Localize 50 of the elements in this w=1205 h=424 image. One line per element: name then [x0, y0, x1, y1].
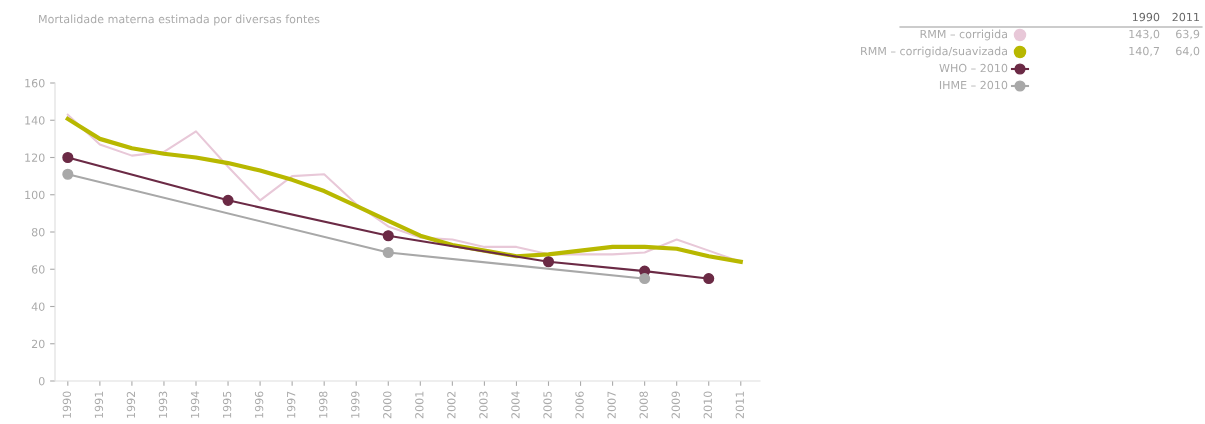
x-tick-label: 1992	[126, 391, 136, 418]
x-tick-label: 1994	[190, 391, 200, 418]
point	[222, 194, 234, 206]
point	[382, 246, 394, 259]
y-tick-label: 0	[38, 376, 45, 386]
x-tick-label: 1991	[94, 391, 104, 418]
y-tick-label: 40	[31, 302, 45, 311]
legend-label: WHO – 2010	[939, 63, 1008, 73]
y-tick-label: 20	[31, 339, 45, 349]
y-tick-label: 100	[25, 190, 45, 200]
text: 143,0	[1129, 29, 1160, 40]
text: 2011	[1172, 12, 1199, 22]
chart-title: Mortalidade materna estimada por diversas fontes	[39, 14, 320, 26]
x-tick-label: 2001	[415, 391, 424, 419]
x-tick-label: 2010	[703, 391, 712, 419]
x-tick-label: 1998	[319, 391, 328, 418]
point	[62, 151, 74, 164]
legend-label: IHME – 2010	[939, 80, 1008, 90]
x-tick-label: 2002	[447, 391, 456, 419]
x-tick-label: 2009	[671, 391, 680, 419]
y-tick-label: 80	[31, 227, 45, 237]
x-tick-label: 2007	[607, 391, 616, 419]
x-tick-label: 2000	[383, 391, 392, 419]
y-tick-label: 140	[25, 116, 45, 125]
legend-label: RMM – corrigida/suavizada	[861, 46, 1007, 58]
x-tick-label: 1996	[254, 391, 264, 418]
x-tick-label: 2008	[639, 391, 648, 419]
y-tick-label: 60	[31, 265, 45, 274]
x-tick-label: 2011	[735, 391, 744, 419]
x-tick-label: 1990	[62, 391, 72, 418]
y-tick-label: 160	[25, 78, 45, 88]
point	[639, 273, 651, 285]
x-tick-label: 2006	[575, 391, 584, 419]
x-tick-label: 2003	[479, 391, 488, 419]
x-tick-label: 1997	[286, 391, 296, 418]
y-tick-label: 120	[25, 153, 45, 162]
legend-label: RMM – corrigida	[920, 29, 1007, 41]
text: 140,7	[1129, 46, 1160, 57]
x-tick-label: 1993	[158, 391, 168, 418]
point	[703, 273, 715, 285]
x-tick-label: 1995	[222, 391, 232, 418]
x-tick-label: 2005	[543, 391, 552, 419]
text: 63,9	[1176, 29, 1200, 40]
text: 64,0	[1176, 46, 1200, 57]
text: 1990	[1132, 12, 1160, 22]
point	[62, 168, 74, 180]
point	[542, 256, 555, 268]
x-tick-label: 1999	[351, 391, 360, 418]
x-tick-label: 2004	[511, 391, 520, 419]
point	[382, 230, 394, 242]
